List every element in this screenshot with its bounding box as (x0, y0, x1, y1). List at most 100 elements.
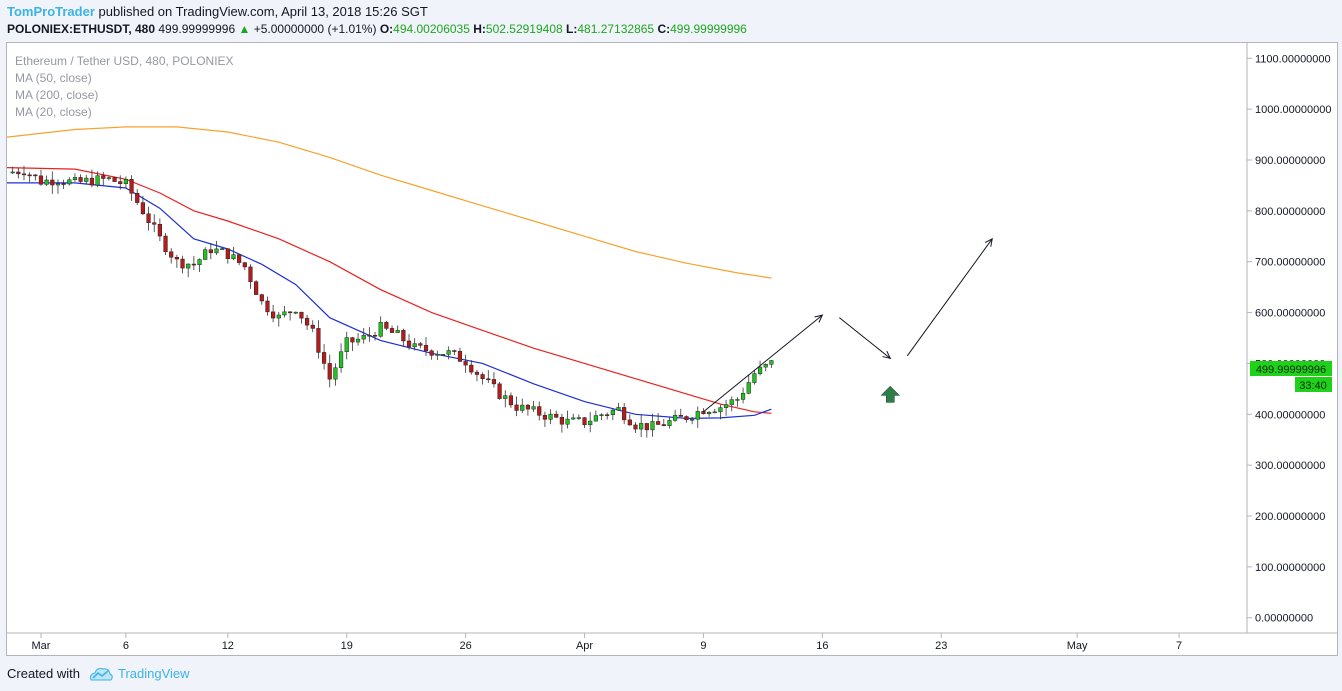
candle-body (616, 407, 621, 411)
candle-body (10, 171, 15, 174)
author-link[interactable]: TomProTrader (7, 4, 95, 19)
candle-body (112, 177, 117, 182)
candle-body (310, 324, 315, 329)
time-tick-label: Apr (576, 640, 593, 652)
candle-body (384, 322, 389, 329)
candle-body (231, 254, 236, 260)
time-tick-label: 7 (1176, 640, 1182, 652)
candle-body (72, 177, 78, 181)
candle-body (146, 213, 151, 223)
publish-line: TomProTrader published on TradingView.co… (7, 4, 428, 19)
candle-body (627, 419, 632, 426)
price-tick-label: 1000.00000000 (1255, 104, 1331, 116)
candle-body (282, 311, 287, 316)
change-arrow-icon: ▲ (238, 22, 251, 36)
projection-arrow-line (906, 238, 993, 357)
candle-body (95, 175, 100, 186)
footer: Created with TradingView (0, 660, 1342, 691)
candle-body (129, 179, 134, 194)
created-with-text: Created with (7, 666, 80, 681)
candle-body (350, 337, 355, 343)
candle-body (344, 337, 349, 352)
candle-body (265, 300, 270, 313)
candle-body (208, 249, 213, 254)
high-value: 502.52919408 (485, 22, 563, 36)
projection-arrow-head (814, 314, 824, 323)
price-tick-label: 100.00000000 (1255, 562, 1325, 574)
candle-body (152, 222, 157, 225)
symbol: POLONIEX:ETHUSDT, 480 (7, 22, 156, 36)
candle-body (639, 423, 644, 430)
candle-body (565, 418, 570, 425)
candle-body (38, 175, 44, 185)
candle-body (118, 181, 123, 184)
candle-body (84, 177, 89, 182)
candle-body (89, 177, 95, 186)
open-value: 494.00206035 (393, 22, 470, 36)
candle-body (271, 311, 276, 319)
candle-body (735, 399, 740, 401)
low-label: L: (566, 22, 578, 36)
candle-body (582, 417, 587, 426)
candle-body (372, 334, 378, 337)
projection-arrow-line (703, 314, 823, 413)
candle-body (305, 317, 310, 326)
price-tick-label: 700.00000000 (1255, 257, 1325, 269)
candle-body (225, 248, 230, 260)
candle-body (101, 175, 106, 179)
candle-body (690, 419, 695, 421)
legend-ma50: MA (50, close) (15, 71, 92, 85)
chart-panel[interactable]: 0.00000000 100.00000000 200.00000000 300.00… (6, 42, 1338, 656)
ma200-line (6, 126, 772, 279)
candle-body (514, 404, 519, 411)
price-chart[interactable]: 0.00000000 100.00000000 200.00000000 300.00… (6, 43, 1337, 655)
candle-body (712, 411, 717, 414)
candle-body (361, 334, 366, 340)
candle-body (248, 266, 253, 282)
candle-body (220, 248, 225, 250)
close-label: C: (657, 22, 671, 36)
close-value: 499.99999996 (670, 22, 747, 36)
change: +5.00000000 (+1.01%) (253, 22, 377, 36)
header: TomProTrader published on TradingView.co… (0, 0, 1342, 42)
candle-body (474, 371, 480, 375)
time-tick-label: 6 (123, 640, 129, 652)
candle-body (684, 416, 689, 420)
candle-body (21, 173, 27, 176)
ma20-line (7, 182, 772, 420)
candle-body (123, 179, 128, 184)
candle-body (418, 343, 423, 346)
candle-body (237, 254, 242, 263)
candle-body (446, 350, 451, 355)
candle-body (67, 179, 72, 185)
candle-body (276, 314, 281, 319)
countdown-value: 33:40 (1299, 380, 1327, 392)
candle-body (242, 262, 247, 268)
candle-body (197, 259, 202, 265)
time-tick-label: 23 (935, 640, 947, 652)
candle-body (508, 395, 514, 406)
candle-body (520, 404, 525, 411)
candle-body (480, 374, 485, 380)
candle-body (338, 351, 344, 369)
candle-body (259, 294, 264, 302)
candle-body (106, 177, 112, 179)
candle-body (678, 414, 683, 417)
up-arrow-icon (880, 385, 901, 403)
tradingview-link[interactable]: TradingView (118, 666, 190, 681)
candle-body (548, 413, 553, 420)
projection-arrow-line (839, 317, 891, 359)
candle-body (491, 379, 497, 385)
candle-body (469, 364, 474, 373)
candle-body (169, 251, 174, 258)
price-tick-label: 200.00000000 (1255, 511, 1325, 523)
candle-body (740, 393, 746, 400)
low-value: 481.27132865 (577, 22, 655, 36)
candle-body (605, 414, 610, 416)
candle-body (412, 343, 417, 348)
candle-body (486, 378, 491, 381)
projection-arrow-head (984, 237, 993, 247)
tradingview-logo-icon[interactable] (88, 665, 114, 683)
projection-arrow-head (882, 350, 892, 360)
price-label-box (1250, 361, 1332, 376)
